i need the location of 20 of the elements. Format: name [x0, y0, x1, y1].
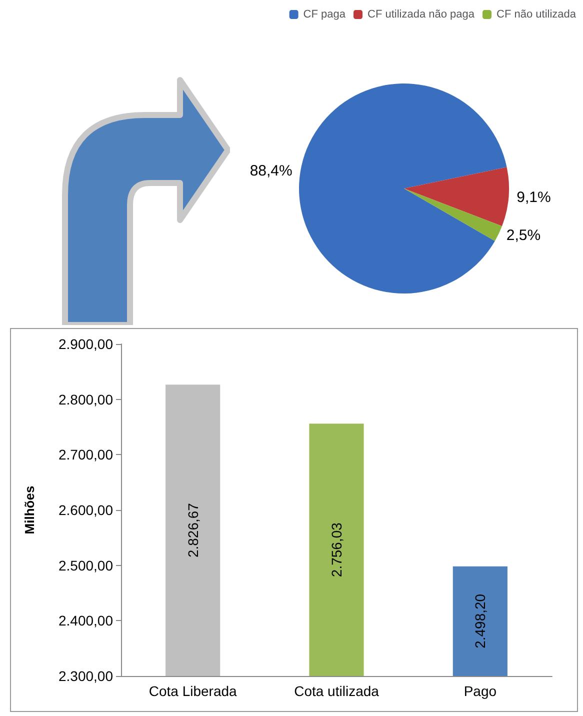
x-tick-label: Cota Liberada: [148, 683, 238, 699]
y-tick-label: 2.800,00: [58, 391, 114, 408]
y-tick-label: 2.400,00: [58, 612, 114, 629]
data-label: 9,1%: [516, 188, 551, 206]
y-tick-label: 2.500,00: [58, 557, 114, 574]
data-label: 2,5%: [506, 226, 541, 244]
legend-label: CF paga: [303, 8, 346, 20]
data-label: 2.826,67: [184, 502, 201, 558]
y-axis-title: Milhões: [22, 486, 37, 534]
y-tick-label: 2.300,00: [58, 668, 114, 684]
legend-label: CF não utilizada: [496, 8, 577, 20]
x-tick-label: Cota utilizada: [294, 683, 380, 699]
x-tick-label: Pago: [464, 683, 497, 699]
y-tick-label: 2.900,00: [58, 336, 114, 352]
data-label: 2.498,20: [472, 594, 488, 648]
legend-label: CF utilizada não paga: [368, 8, 476, 20]
y-tick-label: 2.600,00: [58, 502, 114, 518]
data-label: 88,4%: [250, 162, 292, 180]
y-tick-label: 2.700,00: [58, 446, 114, 463]
data-label: 2.756,03: [328, 522, 344, 578]
